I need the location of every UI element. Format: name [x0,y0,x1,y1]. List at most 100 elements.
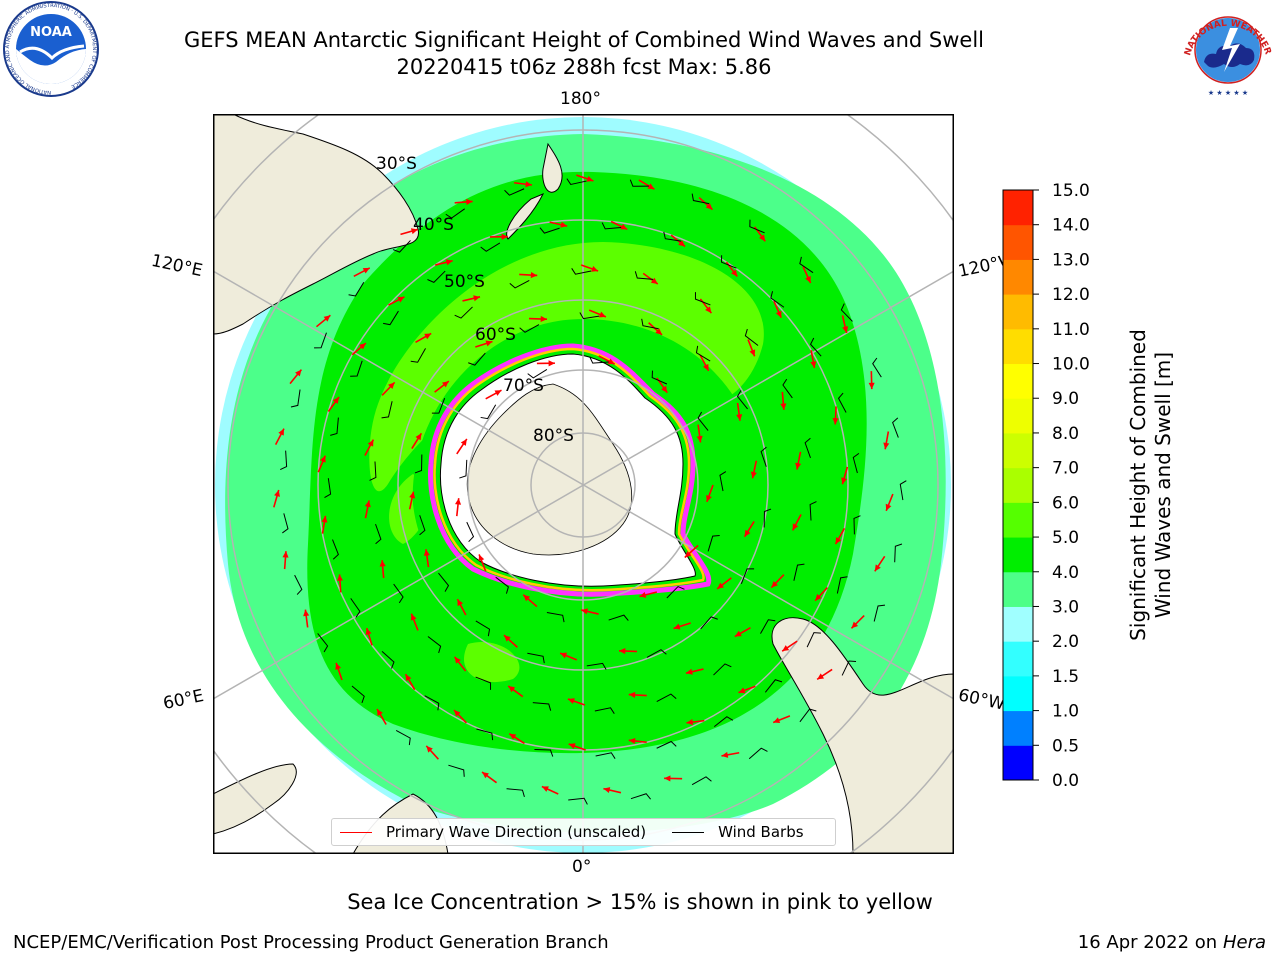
wind-barb [713,663,732,676]
wave-direction-arrowhead [782,645,790,652]
wave-direction-arrowhead [738,687,746,694]
lat-label-30s: 30°S [376,154,417,174]
wind-barb [700,616,718,630]
colorbar-tick-label: 0.5 [1052,736,1079,756]
wave-direction-arrowhead [453,710,461,717]
wave-direction-arrowhead [424,333,432,340]
wave-direction-arrowhead [664,775,671,782]
wave-direction-arrowhead [568,743,576,749]
wave-direction-arrowhead [744,529,751,537]
wind-barb [381,650,395,669]
wind-barb [527,652,545,664]
colorbar-segment [1003,571,1033,607]
wave-direction-arrowhead [628,737,636,745]
wind-barb [504,188,525,196]
wind-barb [853,515,861,535]
colorbar-tick-label: 12.0 [1052,285,1090,305]
wave-direction-arrowhead [567,698,575,704]
wind-barb [414,454,423,474]
colorbar-tick-label: 8.0 [1052,424,1079,444]
wind-barb [629,179,649,187]
nws-logo: NATIONAL WEATHER SERVICE ★ ★ ★ ★ ★ [1178,0,1275,97]
wind-barb [744,328,759,346]
wave-direction-arrowhead [336,574,343,581]
colorbar-segment [1003,224,1033,260]
wind-barb [280,450,288,470]
svg-text:★ ★ ★ ★ ★: ★ ★ ★ ★ ★ [1208,89,1248,97]
wave-direction-arrowhead [749,349,756,357]
lon-label-120e: 120°E [149,250,205,282]
wave-direction-arrowhead [478,554,485,562]
wind-barb [634,271,654,280]
polar-map: 30°S 40°S 50°S 60°S 70°S 80°S [213,114,954,854]
wind-barb [713,716,734,728]
wave-direction-arrowhead [460,438,467,446]
wave-direction-arrowhead [705,203,713,210]
colorbar-tick-label: 0.0 [1052,771,1079,790]
wave-direction-arrowhead [581,608,588,615]
colorbar-tick-label: 3.0 [1052,597,1079,617]
colorbar-segment [1003,294,1033,330]
wind-barb [601,222,622,230]
wind-barb [694,292,711,306]
colorbar-segment [1003,745,1033,781]
wave-direction-arrowhead [780,403,787,410]
wind-barb [799,256,814,274]
colorbar-segment [1003,502,1033,538]
wind-barb [480,242,501,252]
colorbar-segment [1003,467,1033,503]
wave-direction-arrowhead [815,594,822,601]
wind-barb [760,619,776,634]
wind-barb [410,348,426,363]
wind-barb [519,324,540,333]
lat-label-40s: 40°S [413,215,454,235]
wind-barb [894,543,903,563]
chart-subtitle: 20220415 t06z 288h fcst Max: 5.86 [396,55,772,79]
lat-label-70s: 70°S [503,376,544,396]
wind-barb [351,685,365,704]
wave-direction-arrowhead [702,363,709,371]
map-legend: Primary Wave Direction (unscaled) Wind B… [331,818,836,846]
wind-barb [424,695,440,711]
wind-barb [445,208,465,219]
wave-direction-arrowhead [705,306,712,314]
wave-direction-arrowhead [359,343,366,350]
wind-barb [760,446,767,467]
footer-date: 16 Apr 2022 on Hera [1078,932,1266,953]
wind-barb [350,598,361,618]
wave-direction-arrowhead [482,772,489,779]
wave-direction-arrowhead [885,503,892,511]
wave-direction-arrowhead [278,428,284,436]
colorbar-segment [1003,259,1033,295]
wave-direction-arrowhead [321,515,328,523]
wave-direction-arrowhead [868,382,875,390]
wave-direction-arrowhead [792,523,799,531]
colorbar-segment [1003,641,1033,677]
colorbar-segment [1003,537,1033,573]
wave-direction-arrowhead [759,234,766,242]
colorbar-label-line2: Wind Waves and Swell [m] [1151,352,1175,618]
wave-direction-arrowhead [501,233,508,240]
wave-direction-arrowhead [362,267,370,274]
wave-direction-arrowhead [717,582,724,589]
wind-barb [770,291,785,308]
wave-direction-arrowhead [775,310,782,318]
sea-ice-note: Sea Ice Concentration > 15% is shown in … [347,890,933,914]
wind-barb [476,728,494,741]
wave-direction-arrowhead [320,455,326,463]
wave-direction-arrowhead [332,396,340,404]
wave-direction-arrowhead [295,369,302,377]
colorbar-tick-label: 1.0 [1052,702,1079,722]
wave-vectors [273,174,907,805]
wave-direction-arrowhead [379,560,386,567]
wave-direction-arrowhead [454,656,461,664]
wave-direction-arrowhead [388,382,395,390]
wind-barb [375,523,382,545]
wave-direction-arrowhead [367,439,374,447]
wave-direction-arrowhead [647,183,655,190]
wind-barb [707,535,720,552]
wave-direction-arrowhead [628,691,636,698]
lat-label-60s: 60°S [475,325,516,345]
wind-barb [532,702,552,711]
wind-barb [892,417,899,438]
